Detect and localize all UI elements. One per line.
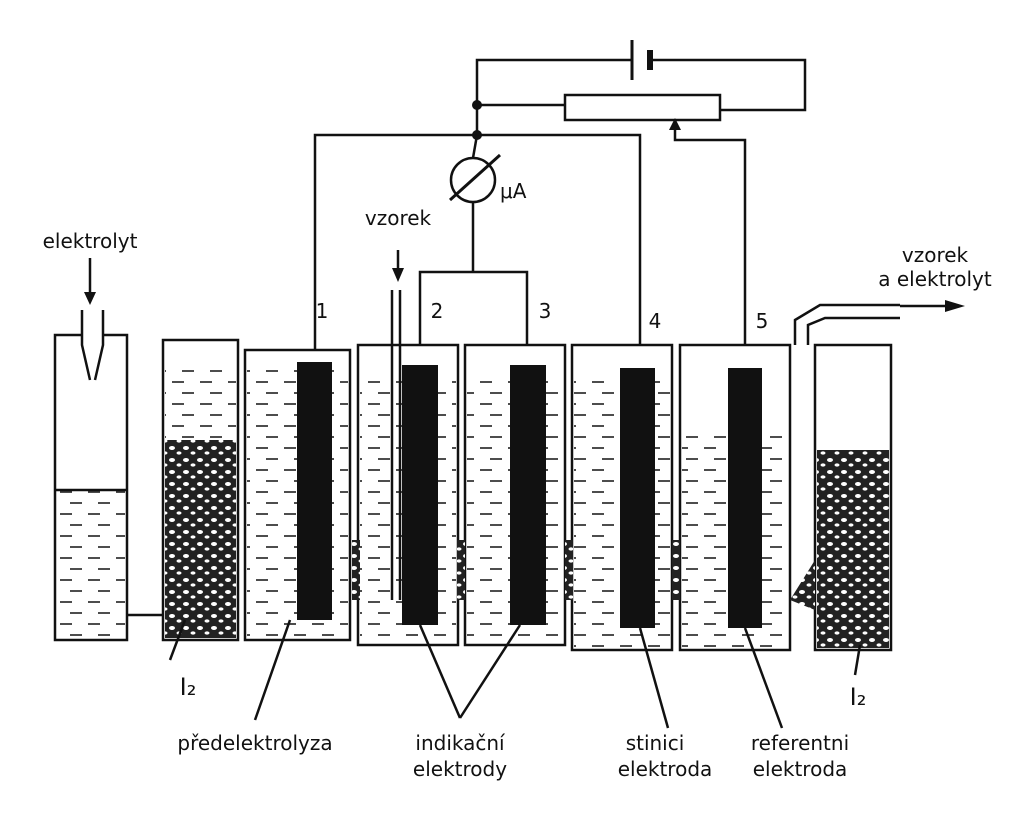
electrode-number: 5 [756, 309, 769, 333]
caption: elektrody [413, 757, 507, 781]
electrode-number: 1 [316, 299, 329, 323]
label: vzorek [365, 206, 432, 230]
vessels [161, 250, 965, 652]
labels: elektrolyt vzorek μA vzorek a elektrolyt… [43, 179, 992, 781]
caption: stinici [626, 731, 685, 755]
label: a elektrolyt [878, 267, 992, 291]
electrodes [297, 362, 762, 628]
electrode-number: 3 [539, 299, 552, 323]
caption: referentni [751, 731, 849, 755]
circuit [313, 40, 807, 370]
caption: předelektrolyza [177, 731, 332, 755]
label: μA [500, 179, 527, 203]
electrode-number: 4 [649, 309, 662, 333]
label: elektrolyt [43, 229, 138, 253]
electrode-number: 2 [431, 299, 444, 323]
reservoir [53, 258, 165, 642]
label: I₂ [850, 683, 867, 711]
label: I₂ [180, 673, 197, 701]
caption: elektroda [753, 757, 848, 781]
label: vzorek [902, 243, 969, 267]
leaders [168, 619, 862, 729]
caption: indikační [415, 731, 506, 755]
caption: elektroda [618, 757, 713, 781]
